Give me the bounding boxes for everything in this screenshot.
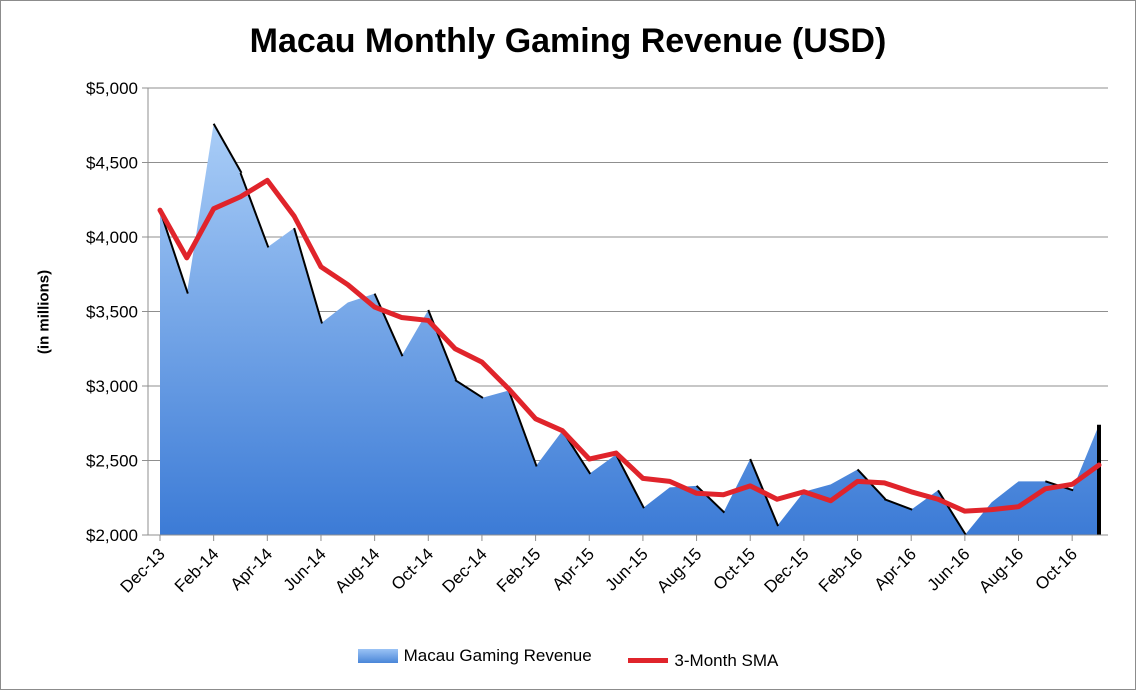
revenue-area bbox=[160, 123, 1099, 535]
x-tick-label: Dec-15 bbox=[761, 544, 813, 596]
x-tick-label: Feb-15 bbox=[493, 544, 545, 596]
x-tick-label: Feb-16 bbox=[815, 544, 867, 596]
y-tick-label: $2,500 bbox=[86, 452, 138, 471]
y-tick-label: $4,000 bbox=[86, 228, 138, 247]
legend-label-revenue: Macau Gaming Revenue bbox=[403, 646, 592, 665]
x-tick-label: Jun-15 bbox=[602, 544, 652, 594]
legend-swatch-area bbox=[357, 649, 398, 663]
legend-item-sma: 3-Month SMA bbox=[628, 651, 778, 671]
x-tick-label: Apr-15 bbox=[549, 544, 599, 594]
revenue-area-edge bbox=[373, 293, 404, 357]
x-tick-label: Apr-16 bbox=[871, 544, 921, 594]
y-tick-label: $3,000 bbox=[86, 377, 138, 396]
revenue-area-edge bbox=[212, 123, 243, 174]
revenue-area-edge bbox=[937, 489, 967, 536]
y-tick-label: $4,500 bbox=[86, 154, 138, 173]
sma-line bbox=[157, 177, 1102, 514]
x-tick-label: Aug-16 bbox=[975, 544, 1027, 596]
legend-item-revenue: Macau Gaming Revenue bbox=[357, 646, 592, 666]
legend-swatch-line bbox=[628, 658, 669, 663]
y-tick-label: $5,000 bbox=[86, 79, 138, 98]
revenue-area-edge bbox=[884, 498, 913, 511]
x-tick-label: Jun-14 bbox=[280, 544, 330, 594]
revenue-area-edge bbox=[454, 379, 484, 399]
revenue-area-edge bbox=[615, 454, 645, 509]
x-tick-label: Feb-14 bbox=[171, 544, 223, 596]
x-tick-label: Oct-15 bbox=[710, 544, 760, 594]
y-tick-label: $2,000 bbox=[86, 526, 138, 545]
legend-label-sma: 3-Month SMA bbox=[674, 650, 779, 670]
y-tick-label: $3,500 bbox=[86, 303, 138, 322]
legend: Macau Gaming Revenue 3-Month SMA bbox=[0, 646, 1136, 671]
chart-title: Macau Monthly Gaming Revenue (USD) bbox=[249, 22, 887, 60]
x-tick-label: Aug-14 bbox=[331, 544, 383, 596]
revenue-area-edge bbox=[695, 485, 726, 514]
x-tick-label: Jun-16 bbox=[923, 544, 973, 594]
revenue-area-edge bbox=[159, 209, 189, 294]
revenue-area-edge bbox=[507, 390, 538, 467]
x-tick-label: Dec-13 bbox=[117, 544, 169, 596]
revenue-area-edge bbox=[239, 172, 270, 248]
x-tick-label: Dec-14 bbox=[439, 544, 491, 596]
x-tick-label: Oct-14 bbox=[388, 544, 438, 594]
x-tick-label: Aug-15 bbox=[653, 544, 705, 596]
revenue-area-edge bbox=[293, 227, 323, 324]
x-tick-label: Apr-14 bbox=[227, 544, 277, 594]
revenue-area-edge bbox=[427, 309, 458, 381]
x-tick-label: Oct-16 bbox=[1031, 544, 1081, 594]
